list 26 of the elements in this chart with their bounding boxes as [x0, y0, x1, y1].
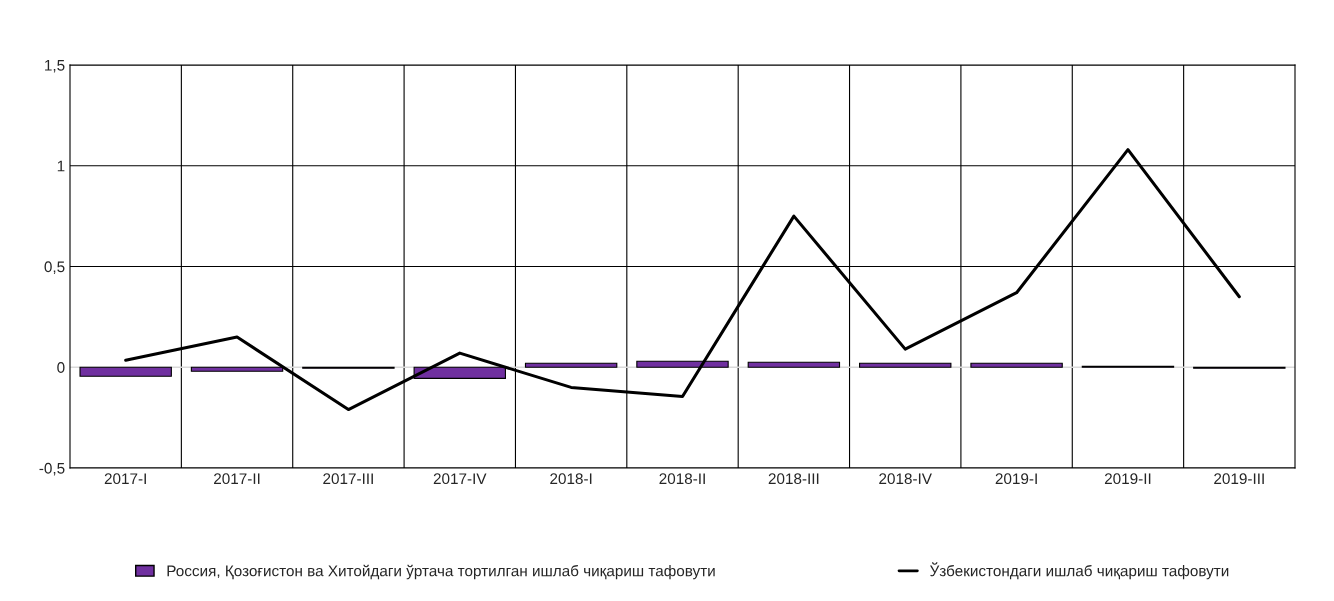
bar — [79, 366, 172, 377]
x-tick-label: 2017-II — [214, 473, 260, 485]
y-tick-label: 0,5 — [44, 261, 65, 274]
x-tick-label: 2019-I — [995, 473, 1037, 485]
x-tick-label: 2017-IV — [433, 473, 487, 485]
x-tick-label: 2019-III — [1214, 473, 1264, 485]
bar — [190, 366, 284, 372]
bar — [859, 362, 952, 368]
bar — [413, 366, 506, 379]
y-tick-label: 1,5 — [45, 60, 65, 73]
x-tick-label: 2019-II — [1104, 473, 1151, 485]
x-tick-label: 2018-II — [659, 473, 705, 485]
y-tick-label: 0 — [57, 362, 65, 373]
y-tick-label: 1 — [57, 160, 65, 172]
x-tick-label: 2017-I — [104, 473, 146, 485]
bar — [970, 362, 1063, 368]
x-tick-label: 2017-III — [323, 473, 373, 485]
x-tick-label: 2018-III — [768, 473, 819, 485]
legend-label: Россия, Қозоғистон ва Хитойдаги ўртача тортилган ишлаб чиқариш тафовути — [167, 564, 715, 580]
bar — [524, 362, 618, 368]
y-tick-label: -0,5 — [39, 462, 65, 476]
x-tick-label: 2018-I — [550, 473, 592, 485]
x-tick-label: 2018-IV — [879, 473, 932, 485]
bar — [636, 360, 729, 368]
bar — [747, 361, 841, 368]
legend-label: Ўзбекистондаги ишлаб чиқариш тафовути — [929, 562, 1229, 580]
